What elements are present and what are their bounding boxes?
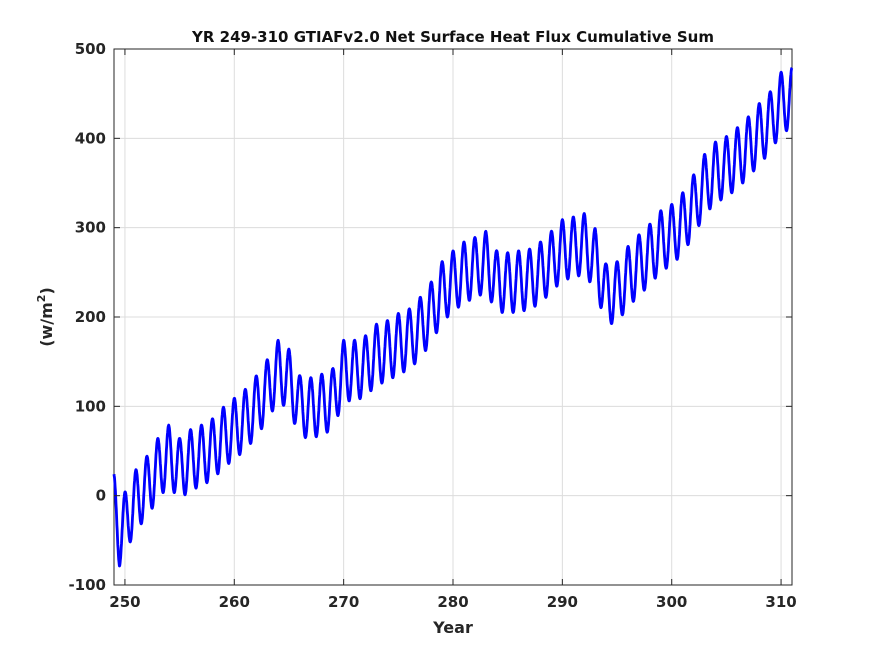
- y-tick-label: 400: [75, 129, 106, 147]
- x-tick-label: 300: [656, 593, 687, 611]
- y-tick-label: 100: [75, 397, 106, 415]
- x-tick-label: 290: [547, 593, 578, 611]
- x-tick-label: 270: [328, 593, 359, 611]
- x-axis-label: Year: [432, 618, 473, 637]
- x-tick-label: 250: [109, 593, 140, 611]
- y-tick-label: 200: [75, 308, 106, 326]
- x-tick-label: 260: [219, 593, 250, 611]
- chart-title: YR 249-310 GTIAFv2.0 Net Surface Heat Fl…: [191, 28, 714, 46]
- grid: [114, 48, 792, 586]
- y-tick-label: 300: [75, 219, 106, 237]
- x-tick-label: 280: [437, 593, 468, 611]
- y-tick-label: 500: [75, 40, 106, 58]
- series-line-cumulative-heat-flux: [112, 66, 794, 568]
- y-tick-label: 0: [96, 487, 106, 505]
- y-tick-label: -100: [68, 576, 106, 594]
- y-axis-label: (w/m2): [35, 287, 56, 347]
- x-tick-label: 310: [765, 593, 796, 611]
